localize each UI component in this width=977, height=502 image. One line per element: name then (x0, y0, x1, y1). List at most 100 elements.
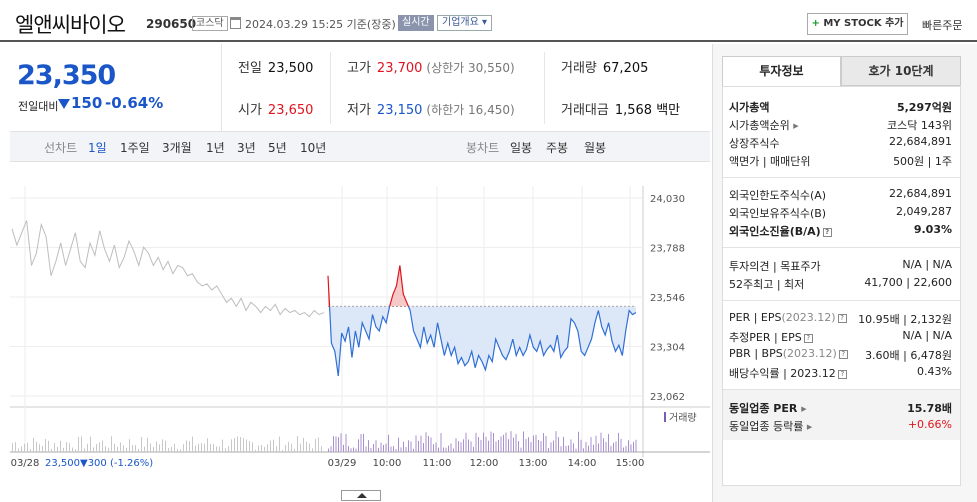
y-tick-label: 23,546 (650, 293, 685, 304)
volume-bar (370, 448, 372, 452)
dividend-yield-label: 배당수익률 | 2023.12? (729, 365, 847, 381)
add-mystock-button[interactable]: + MY STOCK 추가 (807, 13, 908, 35)
tab-1y[interactable]: 1년 (206, 141, 225, 155)
volume-bar (523, 431, 524, 452)
quick-order-link[interactable]: 빠른주문 (922, 19, 963, 32)
volume-bar (159, 444, 160, 452)
tab-quote-10[interactable]: 호가 10단계 (841, 56, 961, 86)
tab-monthly[interactable]: 월봉 (584, 141, 607, 155)
calendar-icon (230, 17, 241, 29)
stat-lower-limit: (하한가 16,450) (426, 103, 515, 117)
chart-period-tabs: 선차트 1일 1주일 3개월 1년 3년 5년 10년 봉차트 일봉 주봉 월봉 (10, 131, 710, 162)
volume-bar (528, 437, 529, 452)
intraday-chart[interactable]: 24,030 23,788 23,546 23,304 23,062 03/28 03/29… (10, 162, 710, 492)
realtime-badge[interactable]: 실시간 (398, 15, 434, 31)
volume-bar (518, 441, 519, 452)
volume-bar (468, 439, 469, 452)
volume-bar (177, 448, 178, 452)
volume-bar (45, 439, 46, 452)
tab-3m[interactable]: 3개월 (162, 141, 192, 155)
market-cap-value: 5,297억원 (896, 101, 952, 114)
volume-bar (415, 435, 417, 452)
volume-bar (276, 446, 277, 452)
volume-bar (418, 440, 419, 452)
footer-change: ▼300 (-1.26%) (80, 458, 153, 469)
x-tick-label: 03/28 (11, 458, 40, 469)
help-icon[interactable]: ? (838, 350, 848, 359)
price-summary: 23,350 전일대비 150 -0.64% (0, 44, 222, 131)
volume-bar (183, 444, 184, 452)
volume-bar (102, 440, 103, 452)
volume-bar (63, 447, 64, 452)
volume-bar (515, 434, 517, 452)
volume-bar (343, 444, 344, 452)
volume-bar (460, 442, 462, 452)
volume-bar (495, 441, 497, 452)
volume-bar (123, 445, 124, 452)
volume-bar (69, 443, 70, 452)
tab-weekly[interactable]: 주봉 (546, 141, 569, 155)
tab-3y[interactable]: 3년 (237, 141, 256, 155)
tab-daily[interactable]: 일봉 (510, 141, 533, 155)
volume-bar (360, 434, 362, 452)
stat-open: 시가 23,650 (238, 99, 313, 118)
tab-investment-info[interactable]: 투자정보 (722, 56, 841, 86)
volume-bar (189, 440, 190, 452)
volume-bar (445, 447, 447, 452)
y-tick-label: 23,788 (650, 244, 685, 255)
foreign-limit-value: 22,684,891 (889, 187, 952, 200)
stat-amount-label: 거래대금 (561, 103, 609, 118)
volume-bar (66, 442, 67, 452)
y-tick-label: 23,304 (650, 343, 685, 354)
industry-per-label[interactable]: 동일업종 PER ▶ (729, 402, 807, 415)
week52-label: 52주최고 | 최저 (729, 278, 805, 291)
help-icon[interactable]: ? (822, 228, 832, 237)
volume-bar (309, 443, 310, 452)
volume-bar (195, 445, 196, 452)
tab-1d[interactable]: 1일 (88, 141, 107, 155)
volume-bar (568, 445, 569, 452)
volume-bar (288, 441, 289, 452)
volume-bar (168, 448, 169, 452)
volume-bar (465, 432, 467, 452)
volume-bar (410, 441, 412, 452)
volume-bar (538, 439, 539, 452)
help-icon[interactable]: ? (837, 370, 847, 379)
volume-bar (593, 444, 594, 452)
down-arrow-icon (58, 99, 70, 109)
stat-volume-value: 67,205 (602, 61, 649, 76)
volume-bar (608, 434, 609, 452)
volume-legend-swatch (664, 412, 666, 422)
volume-bar (42, 446, 43, 452)
volume-bar (610, 445, 612, 452)
expand-chart-button[interactable] (341, 490, 381, 501)
stat-high-value: 23,700 (376, 61, 423, 76)
volume-bar (261, 444, 262, 452)
volume-bar (505, 432, 507, 452)
volume-bar (430, 437, 432, 452)
volume-bar (105, 446, 106, 452)
volume-bar (249, 441, 250, 452)
volume-bar (373, 443, 374, 452)
volume-bar (345, 434, 347, 452)
candle-chart-title: 봉차트 (466, 141, 500, 155)
volume-bar (613, 442, 614, 452)
volume-bar (165, 440, 166, 452)
tab-10y[interactable]: 10년 (300, 141, 327, 155)
volume-bar (510, 431, 512, 452)
market-cap-rank-label[interactable]: 시가총액순위 ▶ (729, 119, 799, 132)
help-icon[interactable]: ? (803, 334, 813, 343)
volume-bar (252, 442, 253, 452)
volume-bar (525, 439, 527, 452)
industry-change-label[interactable]: 동일업종 등락률 ▶ (729, 420, 813, 433)
volume-bar (455, 438, 457, 452)
x-tick-label: 15:00 (616, 458, 645, 469)
volume-bar (448, 445, 449, 452)
volume-bar (318, 437, 319, 452)
volume-bar (488, 440, 489, 452)
company-overview-button[interactable]: 기업개요 ▾ (437, 15, 492, 31)
industry-per-value: 15.78배 (907, 402, 952, 415)
tab-1w[interactable]: 1주일 (120, 141, 150, 155)
tab-5y[interactable]: 5년 (268, 141, 287, 155)
help-icon[interactable]: ? (837, 314, 847, 323)
